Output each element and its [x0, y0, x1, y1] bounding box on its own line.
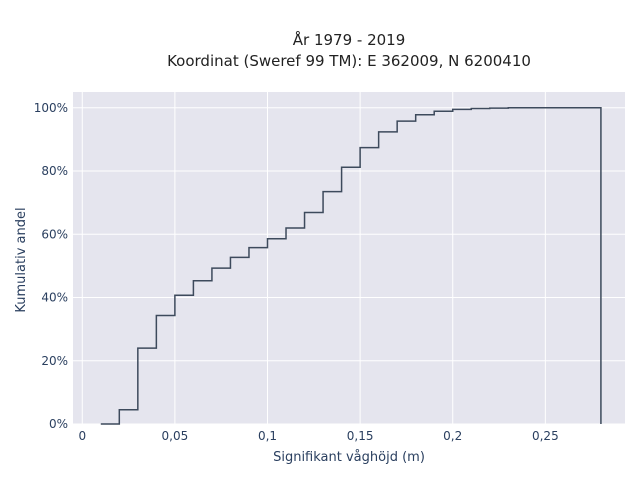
y-tick-label: 60% [41, 227, 68, 241]
y-tick-label: 100% [34, 101, 68, 115]
chart-subtitle: Koordinat (Sweref 99 TM): E 362009, N 62… [167, 52, 531, 70]
y-tick-labels: 0% 20% 40% 60% 80% 100% [34, 101, 68, 431]
y-axis-title: Kumulativ andel [14, 207, 29, 312]
plot-area [73, 92, 625, 424]
grid-lines [73, 92, 625, 425]
x-tick-label: 0,05 [162, 429, 189, 443]
x-tick-label: 0 [78, 429, 86, 443]
y-tick-label: 20% [41, 354, 68, 368]
chart-title: År 1979 - 2019 [293, 30, 406, 49]
x-tick-label: 0,1 [258, 429, 277, 443]
y-tick-label: 40% [41, 291, 68, 305]
x-tick-label: 0,15 [347, 429, 374, 443]
x-tick-labels: 0 0,05 0,1 0,15 0,2 0,25 [78, 429, 558, 443]
cumulative-step-line [100, 107, 602, 425]
x-axis-title: Signifikant våghöjd (m) [273, 450, 425, 465]
series-layer [100, 107, 602, 425]
y-tick-label: 80% [41, 164, 68, 178]
y-tick-label: 0% [49, 417, 68, 431]
x-tick-label: 0,25 [532, 429, 559, 443]
x-tick-label: 0,2 [443, 429, 462, 443]
